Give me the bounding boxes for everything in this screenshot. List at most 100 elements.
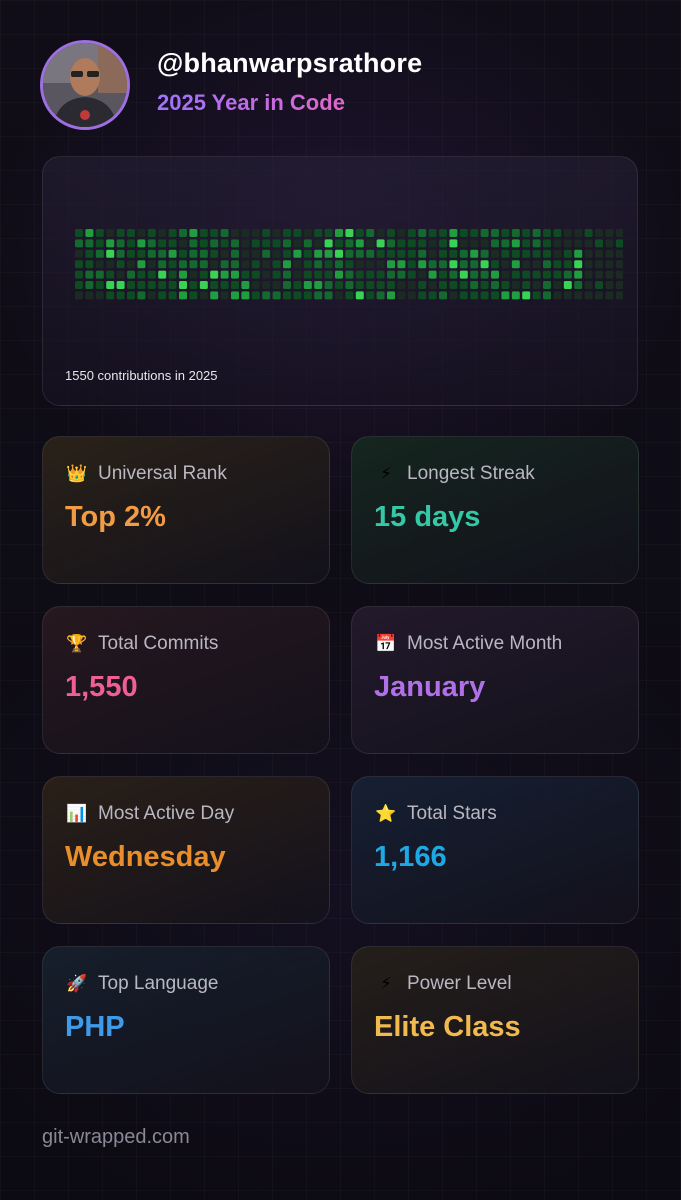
contribution-cell [106, 291, 115, 300]
footer-link[interactable]: git-wrapped.com [42, 1126, 190, 1148]
contribution-cell [418, 260, 427, 269]
contribution-cell [158, 270, 167, 279]
contribution-cell [241, 281, 250, 289]
contribution-cell [283, 229, 291, 237]
contribution-cell [272, 249, 281, 258]
contribution-cell [127, 229, 135, 237]
contribution-cell [439, 239, 447, 248]
contribution-cell [574, 260, 583, 269]
contribution-cell [574, 239, 583, 248]
contribution-cell [293, 229, 302, 237]
contribution-cell [522, 260, 531, 269]
contribution-cell [595, 270, 603, 279]
contribution-cell [387, 249, 395, 258]
contribution-cell [314, 260, 323, 269]
contribution-cell [605, 281, 614, 289]
contribution-cell [470, 229, 479, 237]
contribution-cell [147, 239, 156, 248]
contribution-cell [251, 291, 260, 300]
contribution-cell [376, 270, 385, 279]
contribution-cell [501, 281, 510, 289]
contribution-cell [407, 270, 416, 279]
contribution-cell [158, 249, 167, 258]
stat-label: Universal Rank [98, 463, 227, 484]
contribution-cell [491, 281, 499, 289]
contribution-cell [532, 229, 541, 237]
stat-value: January [374, 671, 486, 703]
contribution-cell [283, 291, 291, 300]
contribution-cell [387, 260, 395, 269]
contribution-cell [480, 239, 489, 248]
contribution-cell [137, 291, 146, 300]
contribution-cell [324, 260, 333, 269]
contribution-cell [595, 260, 603, 269]
contribution-cell [324, 229, 333, 237]
contribution-cell [584, 291, 593, 300]
contribution-cell [189, 229, 198, 237]
contribution-cell [428, 281, 437, 289]
contribution-cell [366, 291, 375, 300]
contribution-cell [158, 281, 167, 289]
contribution-cell [75, 229, 83, 237]
contribution-cell [574, 249, 583, 258]
contribution-cell [241, 270, 250, 279]
contribution-cell [543, 291, 551, 300]
contribution-cell [366, 229, 375, 237]
contribution-cell [595, 281, 603, 289]
contribution-cell [418, 270, 427, 279]
contribution-cell [147, 249, 156, 258]
contribution-cell [355, 229, 364, 237]
contribution-cell [345, 260, 354, 269]
contribution-cell [449, 291, 458, 300]
contribution-cell [199, 249, 208, 258]
contribution-cell [210, 291, 219, 300]
contribution-cell [605, 260, 614, 269]
contribution-cell [522, 249, 531, 258]
contribution-cell [459, 239, 468, 248]
contribution-cell [189, 291, 198, 300]
contribution-cell [231, 270, 239, 279]
contribution-cell [210, 239, 219, 248]
contribution-cell [584, 229, 593, 237]
contribution-cell [147, 291, 156, 300]
contribution-cell [106, 270, 115, 279]
contribution-cell [511, 291, 520, 300]
contribution-cell [303, 291, 312, 300]
contribution-cell [158, 239, 167, 248]
contribution-cell [116, 239, 125, 248]
contribution-cell [428, 260, 437, 269]
contribution-cell [303, 270, 312, 279]
contribution-cell [199, 260, 208, 269]
contribution-cell [428, 270, 437, 279]
contribution-cell [210, 270, 219, 279]
contribution-cell [189, 270, 198, 279]
contribution-cell [355, 260, 364, 269]
contribution-cell [324, 281, 333, 289]
contribution-cell [511, 281, 520, 289]
contribution-cell [314, 291, 323, 300]
contribution-cell [262, 281, 271, 289]
contribution-cell [470, 281, 479, 289]
contribution-cell [168, 229, 177, 237]
contribution-cell [553, 260, 562, 269]
contribution-cell [470, 270, 479, 279]
contribution-cell [345, 270, 354, 279]
contribution-cell [116, 249, 125, 258]
contribution-cell [553, 270, 562, 279]
contribution-cell [615, 281, 623, 289]
contribution-cell [158, 229, 167, 237]
contribution-cell [272, 229, 281, 237]
contribution-cell [241, 291, 250, 300]
contribution-cell [480, 291, 489, 300]
contribution-cell [428, 291, 437, 300]
contribution-cell [168, 239, 177, 248]
contribution-cell [210, 249, 219, 258]
contribution-cell [501, 291, 510, 300]
contribution-cell [189, 249, 198, 258]
contribution-cell [210, 229, 219, 237]
contribution-cell [459, 270, 468, 279]
contribution-cell [543, 281, 551, 289]
contribution-cell [491, 249, 499, 258]
lightning-icon: ⚡ [380, 464, 392, 483]
contribution-cell [543, 239, 551, 248]
